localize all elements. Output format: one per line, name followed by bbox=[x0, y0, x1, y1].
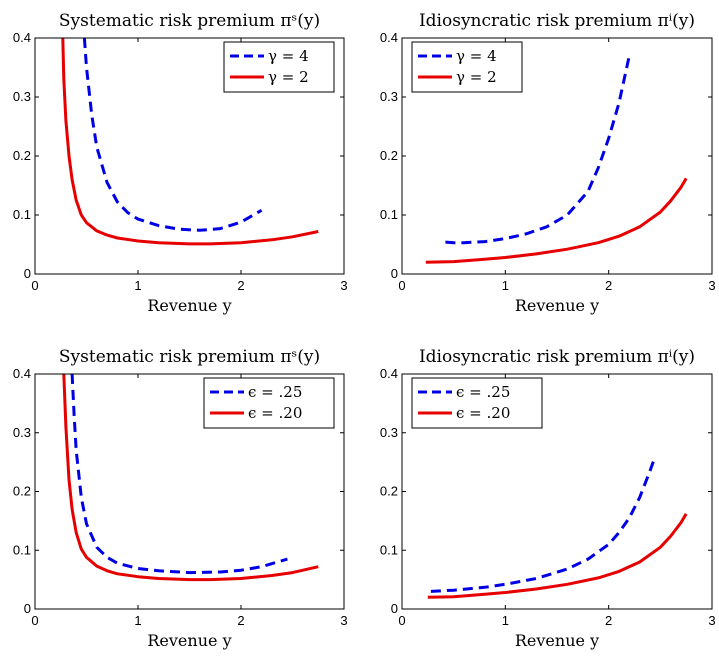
series-line-2 bbox=[62, 374, 319, 582]
chart-panel-3: Systematic risk premium πˢ(y) 0 1 2 3 0 0.1 0.2… bbox=[13, 347, 348, 650]
legend: ϵ = .25 ϵ = .20 bbox=[203, 377, 335, 429]
plot-frame bbox=[401, 37, 713, 275]
chart-title: Systematic risk premium πˢ(y) bbox=[59, 11, 320, 31]
x-tick-label: 0 bbox=[31, 278, 38, 293]
x-tick-label: 1 bbox=[502, 613, 509, 628]
legend-label: ϵ = .25 bbox=[248, 383, 302, 401]
x-tick-label: 0 bbox=[398, 613, 405, 628]
plot-frame bbox=[34, 37, 345, 275]
x-axis-label: Revenue y bbox=[147, 631, 231, 650]
y-tick-label: 0 bbox=[24, 601, 31, 616]
y-tick-label: 0 bbox=[391, 266, 398, 281]
x-axis-label: Revenue y bbox=[515, 631, 599, 650]
series-line-2 bbox=[61, 38, 319, 246]
legend-label: ϵ = .25 bbox=[456, 383, 510, 401]
y-tick-label: 0.3 bbox=[380, 425, 398, 440]
x-tick-label: 3 bbox=[708, 278, 715, 293]
x-tick-label: 3 bbox=[708, 613, 715, 628]
y-tick-label: 0.4 bbox=[380, 30, 398, 45]
chart-title: Idiosyncratic risk premium πⁱ(y) bbox=[419, 347, 695, 367]
legend-box bbox=[411, 377, 543, 429]
x-tick-label: 1 bbox=[134, 613, 141, 628]
chart-title: Idiosyncratic risk premium πⁱ(y) bbox=[419, 11, 695, 31]
series-line-1 bbox=[70, 374, 288, 575]
y-tick-label: 0.4 bbox=[13, 366, 31, 381]
legend: γ = 4 γ = 2 bbox=[411, 41, 523, 93]
x-tick-label: 3 bbox=[340, 613, 347, 628]
legend-label: ϵ = .20 bbox=[456, 404, 510, 422]
series-line-1 bbox=[445, 55, 631, 245]
x-axis-label: Revenue y bbox=[147, 296, 231, 315]
x-tick-label: 0 bbox=[31, 613, 38, 628]
legend-box bbox=[223, 41, 335, 93]
x-tick-label: 2 bbox=[605, 613, 612, 628]
plot-frame bbox=[34, 373, 345, 610]
chart-panel-4: Idiosyncratic risk premium πⁱ(y) 0 1 2 3 0 0.1… bbox=[380, 347, 716, 650]
series-line-2 bbox=[425, 177, 688, 264]
legend-box bbox=[411, 41, 523, 93]
y-tick-label: 0.3 bbox=[13, 425, 31, 440]
series-group bbox=[61, 38, 319, 246]
y-tick-label: 0.1 bbox=[13, 207, 31, 222]
series-group bbox=[425, 55, 688, 264]
x-tick-label: 1 bbox=[502, 278, 509, 293]
series-line-1 bbox=[430, 455, 657, 593]
y-tick-label: 0.4 bbox=[380, 366, 398, 381]
y-tick-label: 0.1 bbox=[380, 542, 398, 557]
y-tick-label: 0.1 bbox=[13, 542, 31, 557]
y-tick-label: 0.3 bbox=[13, 89, 31, 104]
series-group bbox=[427, 455, 688, 599]
x-tick-label: 2 bbox=[237, 278, 244, 293]
legend-label: γ = 4 bbox=[268, 47, 309, 65]
legend-box bbox=[203, 377, 335, 429]
series-line-2 bbox=[427, 513, 688, 599]
series-line-1 bbox=[82, 38, 263, 232]
x-axis-label: Revenue y bbox=[515, 296, 599, 315]
plot-frame bbox=[401, 373, 713, 610]
legend: ϵ = .25 ϵ = .20 bbox=[411, 377, 543, 429]
legend-label: ϵ = .20 bbox=[248, 404, 302, 422]
y-tick-label: 0.2 bbox=[13, 148, 31, 163]
x-tick-label: 0 bbox=[398, 278, 405, 293]
x-tick-label: 1 bbox=[134, 278, 141, 293]
legend-label: γ = 4 bbox=[456, 47, 497, 65]
y-tick-label: 0.2 bbox=[380, 148, 398, 163]
y-tick-label: 0 bbox=[24, 266, 31, 281]
legend: γ = 4 γ = 2 bbox=[223, 41, 335, 93]
series-group bbox=[62, 374, 319, 582]
y-tick-label: 0.3 bbox=[380, 89, 398, 104]
y-tick-label: 0.2 bbox=[380, 484, 398, 499]
y-tick-label: 0 bbox=[391, 601, 398, 616]
y-tick-label: 0.2 bbox=[13, 484, 31, 499]
chart-panel-1: Systematic risk premium πˢ(y) 0 1 2 3 0 0.1 0.2… bbox=[13, 11, 348, 315]
x-tick-label: 2 bbox=[237, 613, 244, 628]
chart-title: Systematic risk premium πˢ(y) bbox=[59, 347, 320, 367]
x-tick-label: 3 bbox=[340, 278, 347, 293]
chart-panel-2: Idiosyncratic risk premium πⁱ(y) 0 1 2 3 0 0.1… bbox=[380, 11, 716, 315]
legend-label: γ = 2 bbox=[268, 68, 309, 86]
y-tick-label: 0.1 bbox=[380, 207, 398, 222]
y-tick-label: 0.4 bbox=[13, 30, 31, 45]
x-tick-label: 2 bbox=[605, 278, 612, 293]
legend-label: γ = 2 bbox=[456, 68, 497, 86]
